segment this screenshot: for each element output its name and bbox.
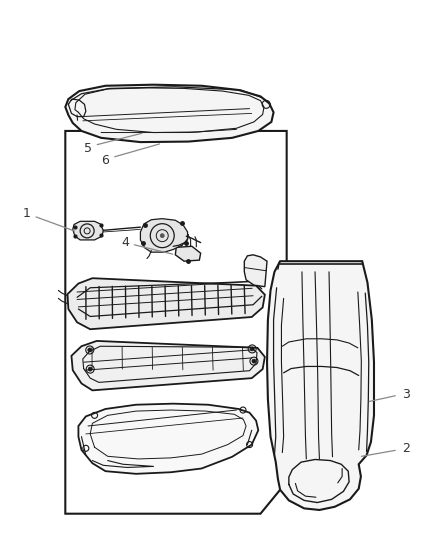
Text: 3: 3 <box>402 387 410 401</box>
Circle shape <box>250 347 254 351</box>
Polygon shape <box>67 278 265 329</box>
Polygon shape <box>73 221 103 240</box>
Circle shape <box>252 359 256 363</box>
Polygon shape <box>267 261 374 510</box>
Polygon shape <box>71 341 265 390</box>
Polygon shape <box>175 246 201 261</box>
Circle shape <box>88 367 92 371</box>
Polygon shape <box>244 255 267 287</box>
Polygon shape <box>78 403 258 474</box>
Polygon shape <box>141 219 187 252</box>
Text: 4: 4 <box>121 236 129 249</box>
Text: 6: 6 <box>102 154 110 167</box>
Text: 2: 2 <box>402 442 410 455</box>
Polygon shape <box>65 85 274 142</box>
Text: 1: 1 <box>23 207 31 220</box>
Text: 5: 5 <box>84 142 92 155</box>
Circle shape <box>88 348 92 352</box>
Circle shape <box>160 233 164 238</box>
